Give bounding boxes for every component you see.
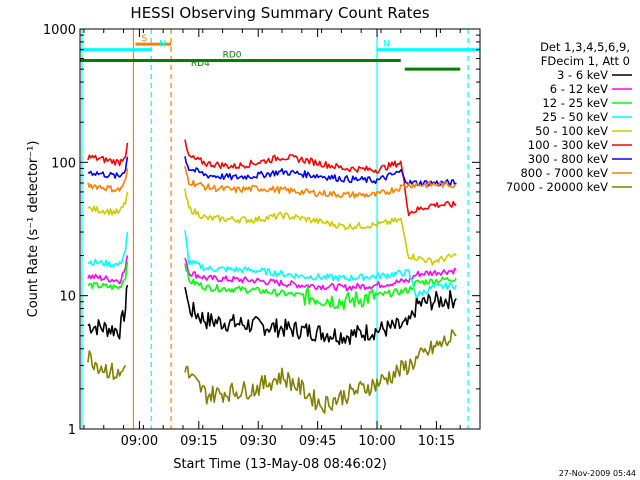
legend-label: 12 - 25 keV — [542, 96, 608, 110]
y-axis-ticks: 1 10 100 1000 — [43, 23, 480, 438]
x-axis-ticks: 09:00 09:15 09:30 09:45 10:00 10:15 — [83, 29, 461, 449]
legend-header: Det 1,3,4,5,6,9, — [540, 40, 630, 54]
annotation-label-1: N — [159, 40, 166, 50]
series-line-2-seg-1 — [184, 263, 457, 311]
series-line-6-seg-1 — [184, 156, 457, 187]
x-tick-label: 09:30 — [239, 434, 276, 449]
annotation-label-0: S — [141, 34, 147, 44]
series-line-3-seg-1 — [184, 230, 457, 299]
y-tick-label: 10 — [59, 290, 76, 305]
series-line-7-seg-1 — [184, 165, 457, 199]
plot-frame — [79, 28, 481, 430]
legend-label: 6 - 12 keV — [550, 82, 608, 96]
series-line-5-seg-1 — [184, 139, 457, 217]
x-tick-label: 10:00 — [358, 434, 395, 449]
annotation-vlines — [81, 29, 469, 429]
series-line-1-seg-0 — [87, 255, 129, 285]
legend-label: 800 - 7000 keV — [520, 166, 608, 180]
annotation-bars: S N N RD0 RD4 — [80, 34, 480, 71]
x-tick-label: 10:15 — [418, 434, 455, 449]
y-tick-label: 100 — [51, 156, 76, 171]
series-line-7-seg-0 — [87, 168, 129, 193]
footer-timestamp: 27-Nov-2009 05:44 — [559, 469, 636, 478]
x-tick-label: 09:15 — [180, 434, 217, 449]
legend-header: FDecim 1, Att 0 — [541, 54, 630, 68]
y-axis-label: Count Rate (s⁻¹ detector⁻¹) — [26, 141, 41, 318]
x-axis-label: Start Time (13-May-08 08:46:02) — [173, 457, 387, 472]
series-line-8-seg-1 — [184, 329, 457, 414]
series-lines — [87, 139, 457, 414]
series-line-4-seg-1 — [184, 188, 457, 266]
series-line-3-seg-0 — [87, 231, 129, 268]
annotation-label-2: N — [383, 40, 390, 50]
legend-label: 7000 - 20000 keV — [506, 180, 608, 194]
y-tick-label: 1 — [68, 423, 76, 438]
annotation-label-3: RD0 — [223, 51, 242, 61]
series-line-2-seg-0 — [87, 261, 129, 291]
series-line-1-seg-1 — [184, 257, 457, 292]
legend-label: 50 - 100 keV — [535, 124, 608, 138]
series-line-8-seg-0 — [87, 350, 127, 381]
x-tick-label: 09:45 — [299, 434, 336, 449]
legend-label: 300 - 800 keV — [528, 152, 608, 166]
chart-title: HESSI Observing Summary Count Rates — [130, 4, 429, 22]
annotation-label-4: RD4 — [191, 59, 210, 69]
legend-label: 3 - 6 keV — [557, 68, 608, 82]
series-line-4-seg-0 — [87, 191, 129, 216]
x-tick-label: 09:00 — [121, 434, 158, 449]
series-line-0-seg-1 — [184, 287, 457, 346]
series-line-5-seg-0 — [87, 142, 129, 167]
series-line-0-seg-0 — [87, 284, 129, 340]
y-tick-label: 1000 — [43, 23, 76, 38]
legend-label: 100 - 300 keV — [528, 138, 608, 152]
series-line-6-seg-0 — [87, 156, 129, 179]
legend-label: 25 - 50 keV — [542, 110, 608, 124]
legend: Det 1,3,4,5,6,9,FDecim 1, Att 03 - 6 keV… — [506, 40, 632, 194]
